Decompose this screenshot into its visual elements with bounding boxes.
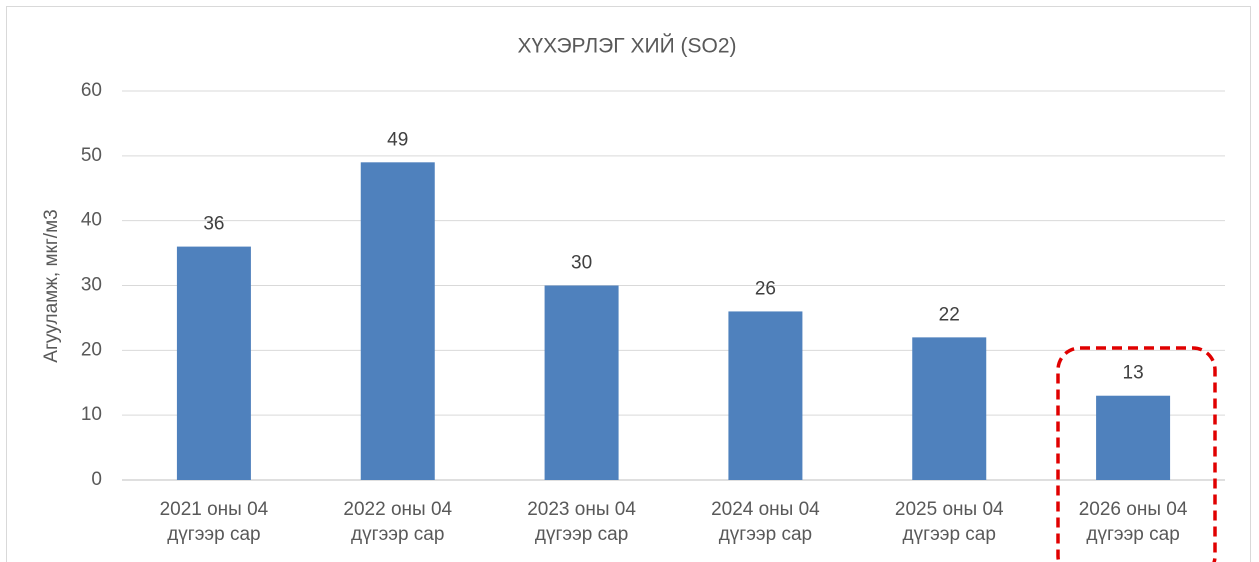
y-axis-label: Агууламж, мкг/м3 [41, 209, 62, 362]
x-tick-label: 2021 оны 04 дүгээр сар [159, 499, 269, 545]
bar [912, 337, 987, 480]
y-tick-label: 40 [81, 210, 102, 231]
y-tick-label: 60 [81, 80, 102, 101]
bar [728, 311, 803, 480]
x-tick-label: 2024 оны 04 дүгээр сар [711, 499, 820, 545]
y-tick-label: 30 [81, 275, 102, 296]
data-label: 22 [939, 304, 960, 325]
y-tick-label: 20 [81, 339, 102, 360]
data-label: 36 [203, 214, 224, 235]
chart-title: ХҮХЭРЛЭГ ХИЙ (SO2) [517, 34, 736, 58]
data-label: 30 [571, 253, 592, 274]
data-label: 13 [1123, 363, 1144, 384]
x-tick-label: 2023 оны 04 дүгээр сар [527, 499, 636, 545]
data-label: 26 [755, 278, 776, 299]
bar [176, 246, 251, 480]
x-tick-label: 2026 оны 04 дүгээр сар [1078, 499, 1188, 545]
data-label: 49 [387, 129, 408, 150]
y-tick-label: 50 [81, 145, 102, 166]
x-tick-label: 2022 оны 04 дүгээр сар [343, 499, 453, 545]
bar [1096, 395, 1171, 480]
y-tick-label: 0 [91, 469, 102, 490]
bar [544, 285, 619, 480]
highlight-box [1056, 346, 1217, 562]
x-tick-label: 2025 оны 04 дүгээр сар [894, 499, 1004, 545]
y-tick-label: 10 [81, 404, 102, 425]
bar [360, 162, 435, 481]
